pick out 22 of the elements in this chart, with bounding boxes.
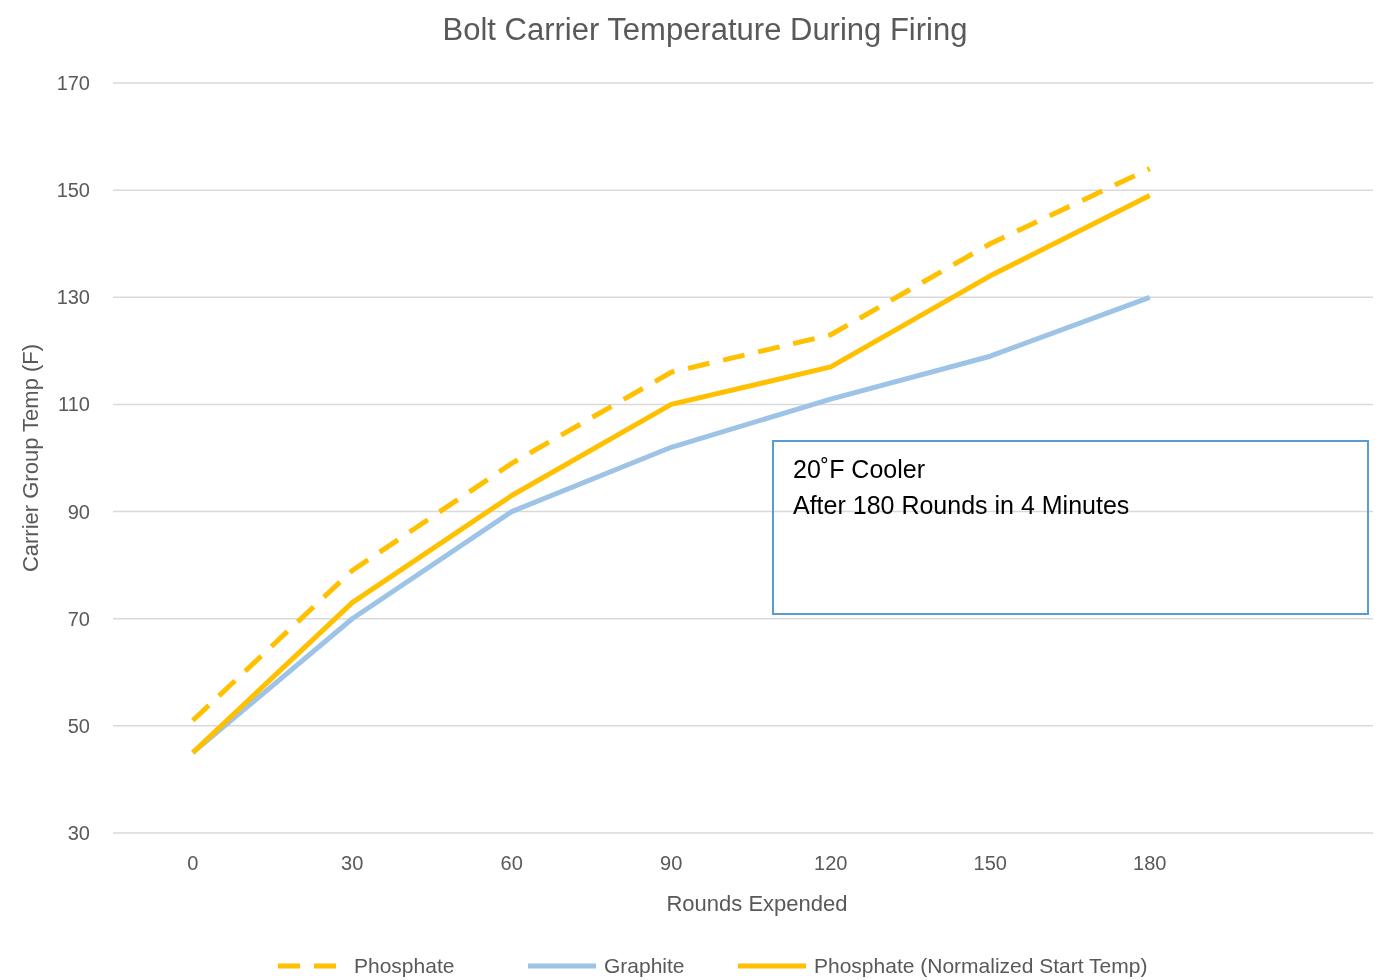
x-tick-label: 150 [973, 852, 1007, 874]
y-tick-label: 110 [58, 393, 90, 416]
y-tick-label: 130 [56, 286, 90, 309]
legend-label: Phosphate (Normalized Start Temp) [814, 954, 1148, 978]
y-axis-title: Carrier Group Temp (F) [18, 343, 43, 573]
legend-label: Phosphate [354, 954, 455, 978]
x-tick-label: 60 [500, 852, 523, 874]
y-tick-label: 150 [56, 179, 90, 202]
y-tick-label: 170 [56, 72, 90, 94]
y-tick-label: 90 [67, 500, 90, 523]
x-tick-label: 90 [660, 852, 683, 874]
x-tick-label: 30 [341, 852, 364, 874]
x-axis-title: Rounds Expended [666, 891, 848, 916]
legend-label: Graphite [604, 954, 685, 978]
y-tick-label: 50 [67, 714, 90, 737]
chart-title: Bolt Carrier Temperature During Firing [442, 12, 968, 47]
x-tick-label: 0 [187, 852, 199, 874]
x-tick-label: 180 [1133, 852, 1167, 874]
y-tick-label: 70 [67, 607, 90, 630]
x-tick-label: 120 [814, 852, 848, 874]
y-tick-label: 30 [67, 822, 90, 844]
annotation: 20˚F Cooler After 180 Rounds in 4 Minutes [793, 455, 1130, 519]
